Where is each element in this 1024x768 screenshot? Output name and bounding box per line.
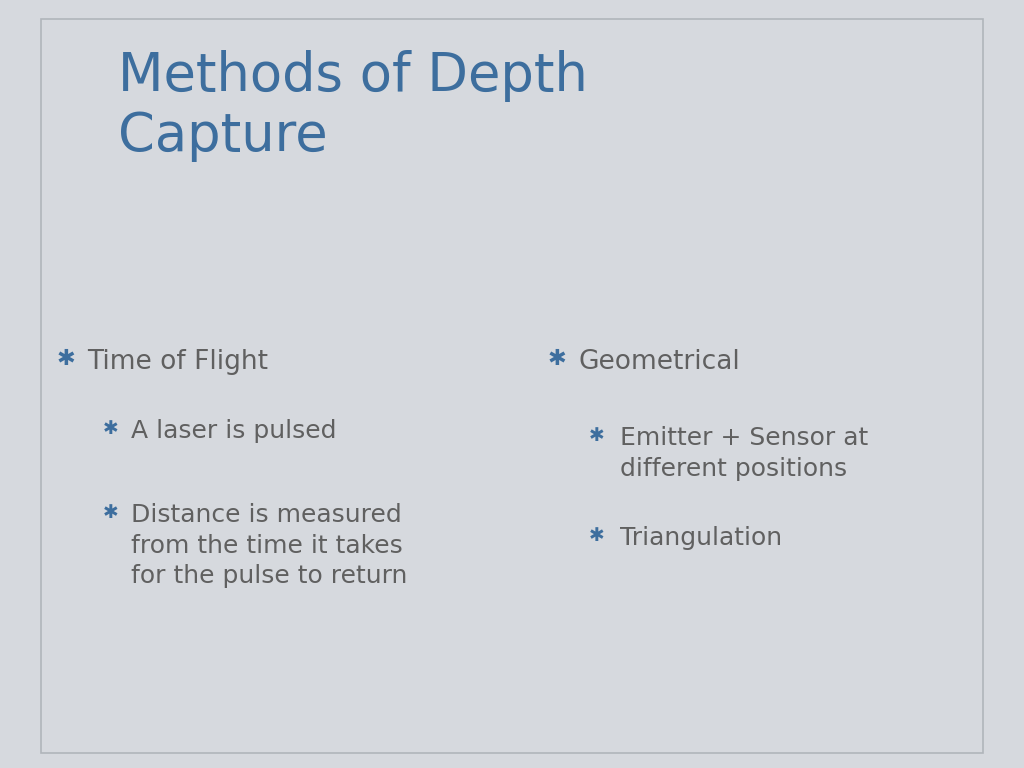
Text: ✱: ✱ <box>102 503 118 522</box>
Text: Emitter + Sensor at
different positions: Emitter + Sensor at different positions <box>620 426 867 481</box>
Text: Methods of Depth
Capture: Methods of Depth Capture <box>118 50 588 162</box>
Text: ✱: ✱ <box>589 426 604 445</box>
Text: A laser is pulsed: A laser is pulsed <box>131 419 337 442</box>
Text: Time of Flight: Time of Flight <box>87 349 268 376</box>
Text: Distance is measured
from the time it takes
for the pulse to return: Distance is measured from the time it ta… <box>131 503 408 588</box>
Text: ✱: ✱ <box>56 349 75 369</box>
FancyBboxPatch shape <box>41 19 983 753</box>
Text: ✱: ✱ <box>102 419 118 438</box>
Text: ✱: ✱ <box>589 526 604 545</box>
Text: Geometrical: Geometrical <box>579 349 740 376</box>
Text: Triangulation: Triangulation <box>620 526 781 550</box>
Text: ✱: ✱ <box>548 349 566 369</box>
